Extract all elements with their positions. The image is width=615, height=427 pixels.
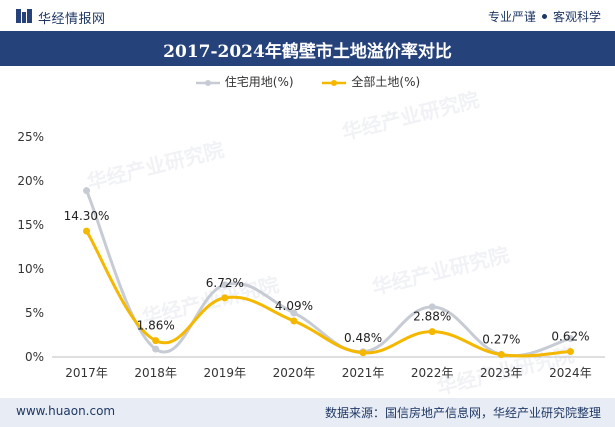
huajing-logo-icon: [16, 9, 32, 23]
chart-legend: 住宅用地(%) 全部土地(%): [0, 73, 615, 93]
tagline-right: 客观科学: [552, 10, 601, 24]
data-label: 14.30%: [64, 209, 110, 223]
line-chart: 0% 5% 10% 15% 20% 25% 2017年 2018年 2019年 2020年 2021…: [17, 130, 605, 380]
footer-bar: www.huaon.com 数据来源：国信房地产信息网，华经产业研究院整理: [0, 398, 615, 427]
legend-item-residential: 住宅用地(%): [195, 73, 294, 90]
data-point-residential: [428, 303, 436, 311]
data-label: 0.62%: [551, 330, 589, 344]
tagline: 专业严谨 客观科学: [488, 8, 601, 25]
data-point-all-land: [152, 337, 160, 345]
top-bar: 华经情报网 专业严谨 客观科学: [0, 0, 615, 30]
y-tick-label: 15%: [17, 218, 44, 232]
x-tick-label: 2019年: [204, 366, 247, 380]
legend-label-residential: 住宅用地(%): [224, 75, 294, 89]
data-point-residential: [290, 309, 298, 317]
x-tick-label: 2021年: [342, 366, 385, 380]
y-tick-label: 25%: [17, 130, 44, 144]
data-point-residential: [83, 187, 91, 195]
dot-separator-icon: [541, 14, 547, 19]
data-point-all-land: [83, 227, 91, 235]
data-point-all-land: [566, 348, 574, 356]
data-point-all-land: [359, 349, 367, 357]
x-tick-label: 2024年: [549, 366, 592, 380]
data-label: 4.09%: [275, 299, 313, 313]
data-point-all-land: [221, 294, 229, 302]
x-tick-label: 2022年: [411, 366, 454, 380]
y-tick-label: 10%: [17, 262, 44, 276]
legend-label-all-land: 全部土地(%): [351, 75, 421, 89]
y-tick-label: 0%: [25, 350, 44, 364]
legend-line-residential-icon: [195, 79, 220, 86]
data-point-all-land: [497, 351, 505, 359]
data-label: 0.27%: [482, 333, 520, 347]
x-tick-label: 2023年: [480, 366, 523, 380]
tagline-left: 专业严谨: [487, 10, 536, 24]
data-label: 0.48%: [344, 331, 382, 345]
legend-line-all-land-icon: [322, 79, 347, 86]
y-tick-label: 20%: [17, 174, 44, 188]
data-point-residential: [152, 345, 160, 353]
chart-title: 2017-2024年鹤壁市土地溢价率对比: [163, 42, 452, 62]
data-point-all-land: [428, 328, 436, 336]
footer-site: www.huaon.com: [16, 404, 116, 418]
data-label: 2.88%: [413, 310, 451, 324]
data-label: 6.72%: [206, 276, 244, 290]
x-tick-label: 2020年: [273, 366, 316, 380]
data-point-residential: [566, 335, 574, 343]
legend-item-all-land: 全部土地(%): [321, 73, 420, 90]
brand-name: 华经情报网: [38, 12, 106, 27]
y-tick-label: 5%: [25, 306, 44, 320]
footer-source: 数据来源：国信房地产信息网，华经产业研究院整理: [324, 406, 601, 420]
data-label: 1.86%: [137, 319, 175, 333]
data-point-residential: [221, 281, 229, 289]
data-point-all-land: [290, 317, 298, 325]
x-tick-label: 2018年: [134, 366, 177, 380]
x-tick-label: 2017年: [65, 366, 108, 380]
title-bar: 2017-2024年鹤壁市土地溢价率对比: [0, 31, 615, 66]
